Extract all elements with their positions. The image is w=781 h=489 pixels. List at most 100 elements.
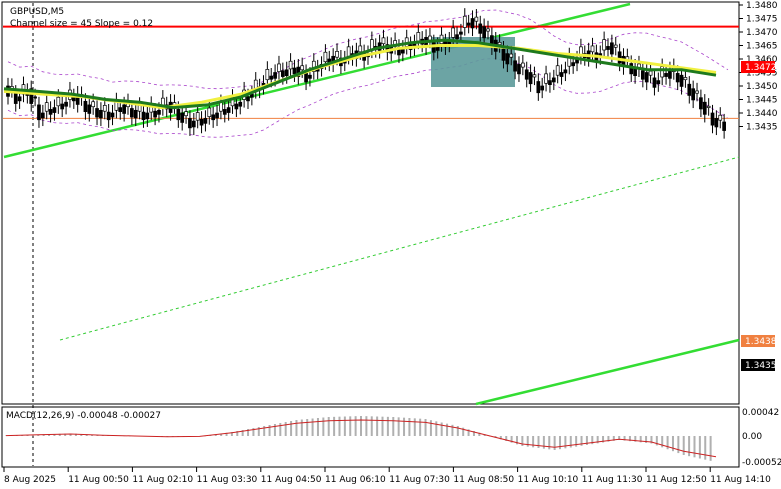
candle-body xyxy=(296,66,301,77)
macd-bar xyxy=(564,436,567,449)
candle-body xyxy=(528,72,533,85)
macd-bar xyxy=(628,436,631,442)
candle-body xyxy=(687,83,692,96)
candle-body xyxy=(56,96,61,107)
candle-body xyxy=(335,50,339,58)
time-tick-label: 11 Aug 14:10 xyxy=(710,475,771,485)
time-tick-label: 11 Aug 12:50 xyxy=(646,475,707,485)
candle-body xyxy=(459,31,463,35)
time-tick-label: 11 Aug 11:30 xyxy=(582,475,643,485)
candle-body xyxy=(145,112,150,120)
macd-bar xyxy=(693,436,696,458)
candle-body xyxy=(184,111,188,117)
macd-bar xyxy=(69,433,72,436)
candle-body xyxy=(188,118,192,129)
macd-bar xyxy=(618,436,621,440)
candle-body xyxy=(277,63,281,72)
macd-bar xyxy=(268,425,271,436)
macd-label: MACD(12,26,9) -0.00048 -0.00027 xyxy=(6,411,161,421)
macd-bar xyxy=(569,436,572,448)
candle-body xyxy=(60,103,65,110)
macd-bar xyxy=(403,417,406,436)
candle-body xyxy=(17,96,22,102)
macd-signal-line xyxy=(5,419,717,458)
macd-bar xyxy=(247,429,250,436)
candle-body xyxy=(106,111,111,121)
candle-body xyxy=(273,72,277,79)
macd-bar xyxy=(580,436,583,446)
candle-body xyxy=(559,72,564,77)
macd-bar xyxy=(478,432,481,436)
candle-body xyxy=(246,96,250,102)
candle-body xyxy=(513,60,517,72)
candle-body xyxy=(722,121,726,131)
candle-body xyxy=(207,107,212,117)
candle-body xyxy=(40,112,45,119)
macd-bar xyxy=(311,418,314,436)
candle-body xyxy=(219,102,223,112)
macd-bar xyxy=(429,420,432,436)
macd-bar xyxy=(709,436,712,461)
candle-body xyxy=(64,101,68,107)
macd-bar xyxy=(499,436,502,440)
macd-bar xyxy=(472,431,475,436)
last-price-badge xyxy=(741,359,775,371)
macd-bar xyxy=(467,429,470,436)
candle-body xyxy=(87,104,92,114)
macd-bar xyxy=(279,423,282,436)
macd-bar xyxy=(74,433,77,436)
candle-body xyxy=(466,22,471,26)
macd-bar xyxy=(48,434,51,436)
macd-bar xyxy=(704,436,707,460)
macd-bar xyxy=(349,416,352,436)
macd-bar xyxy=(623,436,626,441)
candle-body xyxy=(675,73,680,83)
candle-body xyxy=(617,51,622,64)
price-tick-label: 1.3440 xyxy=(746,109,778,119)
candle-body xyxy=(44,102,49,112)
candle-body xyxy=(455,34,459,40)
macd-bar xyxy=(343,416,346,436)
macd-bar xyxy=(241,430,244,436)
time-tick-label: 11 Aug 07:30 xyxy=(389,475,450,485)
macd-bar xyxy=(515,436,518,445)
macd-bar xyxy=(585,436,588,445)
price-tick-label: 1.3475 xyxy=(746,15,778,25)
macd-bar xyxy=(596,436,599,444)
macd-bar xyxy=(607,436,610,442)
macd-bar xyxy=(424,419,427,436)
candle-body xyxy=(648,70,653,76)
moving-averages xyxy=(3,38,717,110)
macd-bar xyxy=(575,436,578,447)
candle-body xyxy=(91,101,96,108)
candle-body xyxy=(199,118,204,126)
macd-bar xyxy=(440,422,443,436)
candle-body xyxy=(555,65,560,76)
candle-body xyxy=(536,81,541,94)
candle-body xyxy=(133,109,138,119)
candle-body xyxy=(269,75,274,80)
macd-bar xyxy=(85,434,88,436)
candle-body xyxy=(691,88,696,101)
macd-axis-label: 0.00042 xyxy=(742,408,779,418)
candle-body xyxy=(602,39,606,51)
candle-body xyxy=(431,42,436,53)
price-tick-label: 1.3455 xyxy=(746,69,778,79)
candle-body xyxy=(710,112,715,126)
macd-bar xyxy=(639,436,642,443)
symbol-label: GBPUSD,M5 xyxy=(10,7,64,17)
price-tick-label: 1.3465 xyxy=(746,42,778,52)
candle-body xyxy=(52,107,57,113)
macd-bar xyxy=(559,436,562,450)
macd-bar xyxy=(532,436,535,448)
candle-body xyxy=(679,74,684,87)
macd-bar xyxy=(263,426,266,436)
time-tick-label: 11 Aug 06:10 xyxy=(325,475,386,485)
candle-body xyxy=(234,103,239,110)
candle-body xyxy=(381,37,386,45)
macd-bar xyxy=(526,436,529,447)
macd-axis-label: -0.00052 xyxy=(742,458,781,468)
candle-body xyxy=(99,109,103,119)
candle-body xyxy=(83,100,88,113)
macd-bar xyxy=(316,418,319,436)
